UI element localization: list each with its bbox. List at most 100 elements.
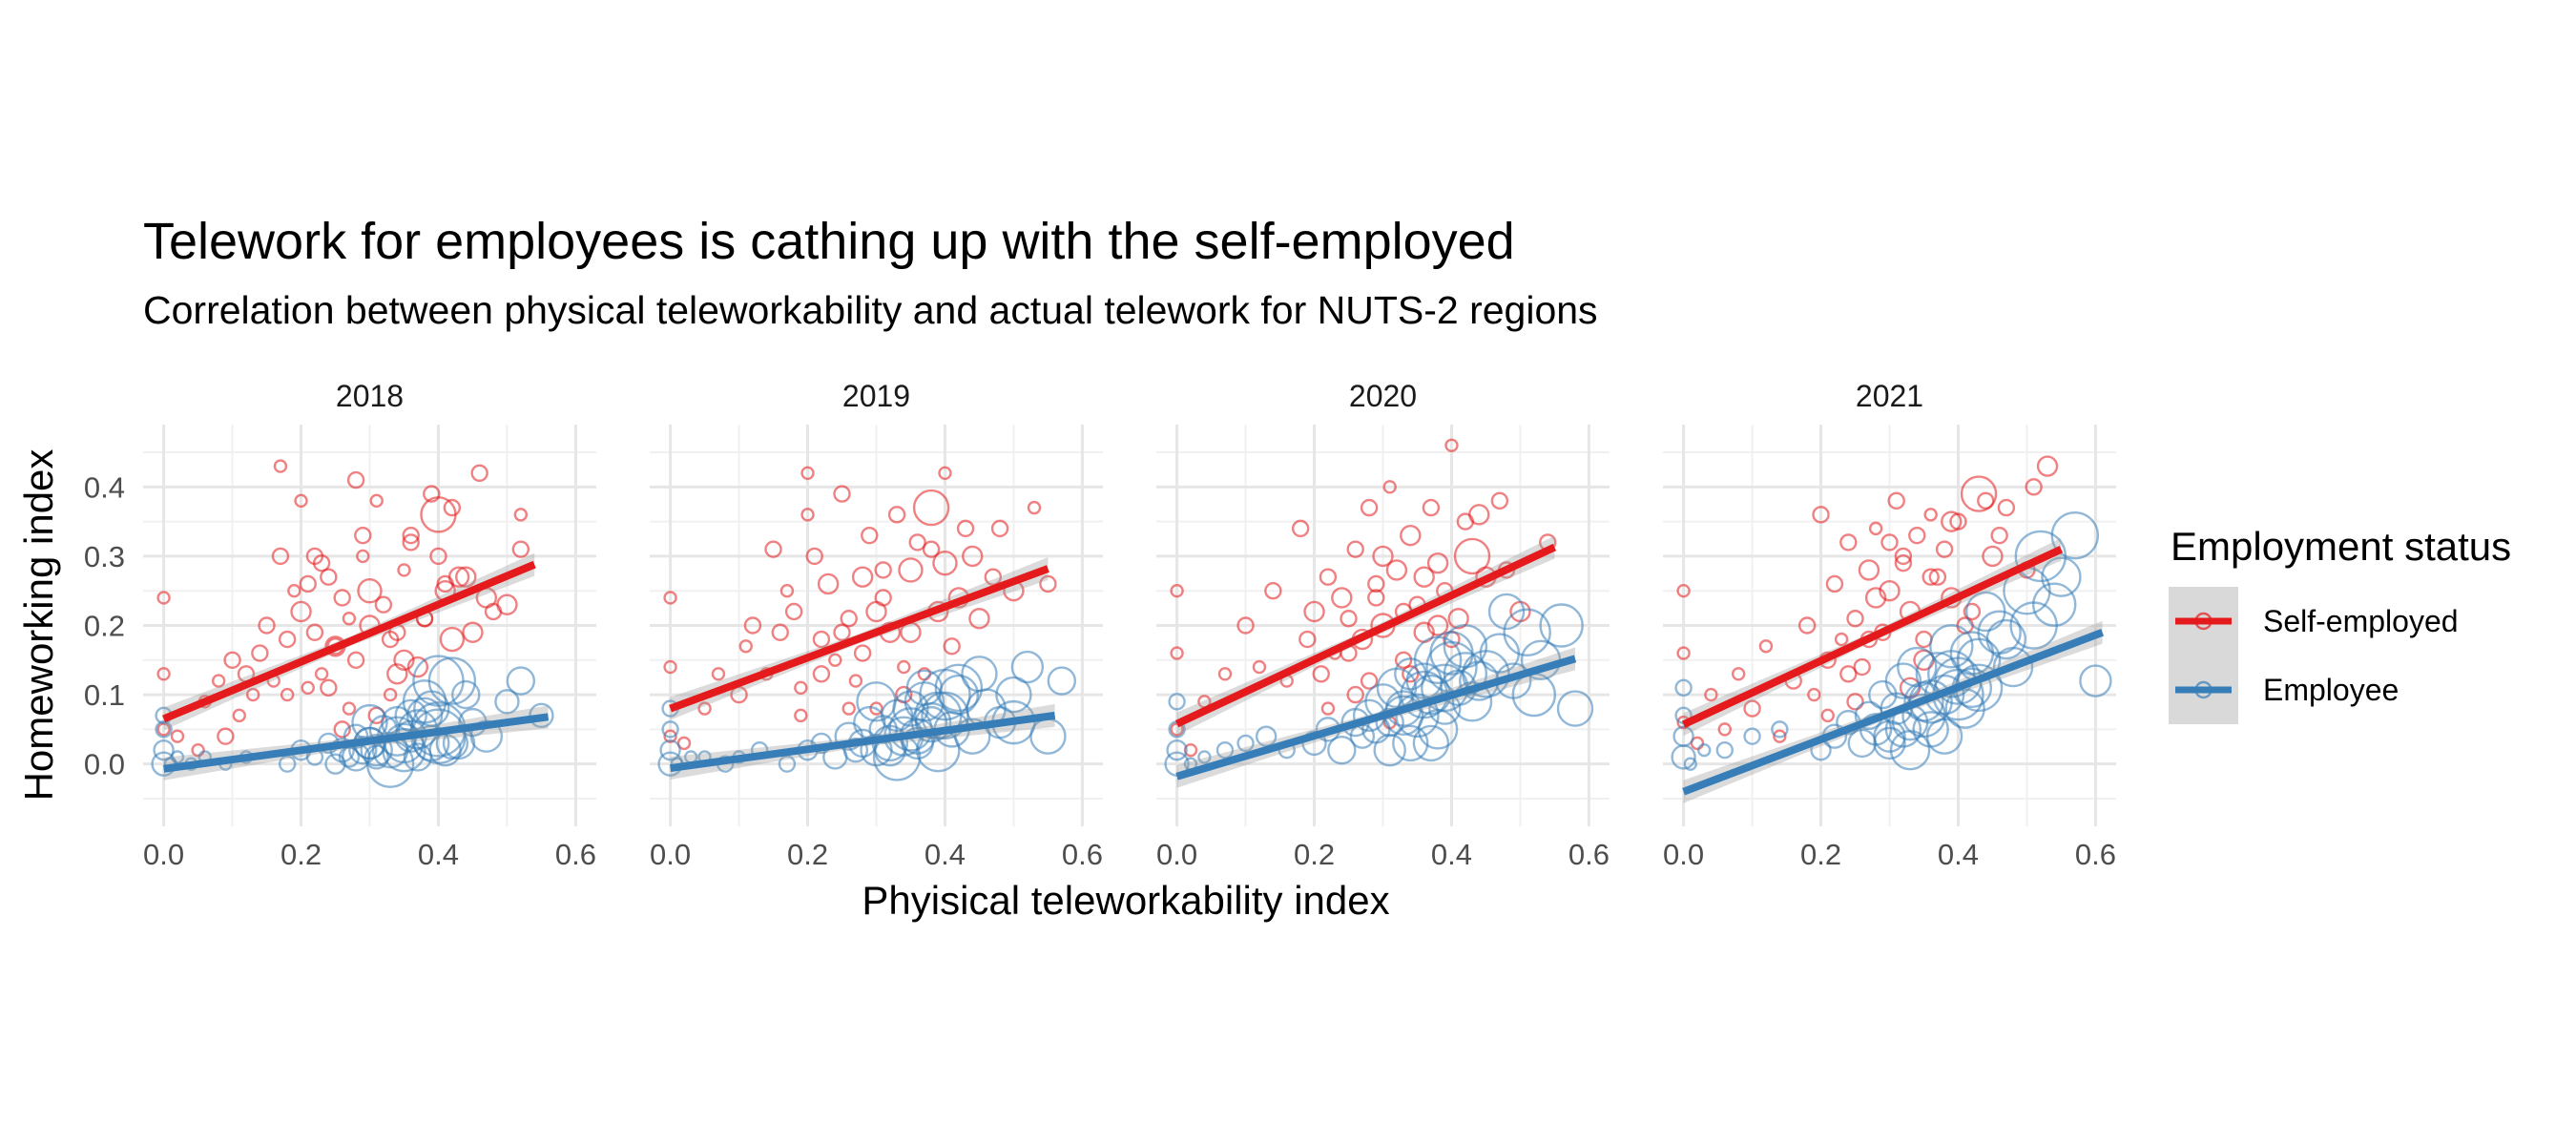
data-point	[1444, 438, 1459, 452]
data-point	[1923, 508, 1938, 522]
data-point	[369, 493, 384, 509]
data-point	[661, 720, 679, 739]
data-point	[1771, 720, 1789, 739]
data-point	[1977, 491, 1995, 510]
points-self-employed	[156, 459, 530, 758]
data-point	[1400, 524, 1422, 547]
data-point	[1985, 618, 2027, 660]
data-point	[874, 561, 892, 579]
data-point	[1963, 602, 1982, 621]
data-point	[1731, 667, 1746, 681]
data-point	[1327, 735, 1357, 765]
data-point	[968, 608, 990, 630]
data-point	[346, 651, 365, 669]
legend-title: Employment status	[2171, 524, 2511, 569]
data-point	[374, 595, 393, 614]
points-employee	[1671, 510, 2112, 771]
data-point	[2079, 664, 2112, 697]
data-point	[394, 698, 427, 733]
data-point	[1010, 650, 1045, 684]
x-tick-label: 0.6	[555, 838, 596, 871]
data-point	[1834, 632, 1849, 647]
x-tick-label: 0.0	[143, 838, 184, 871]
regression-line	[1681, 546, 2064, 728]
facet-label-2020: 2020	[1349, 379, 1417, 413]
data-point	[383, 687, 398, 702]
data-point	[1773, 729, 1787, 743]
data-point	[897, 659, 911, 675]
data-point	[1846, 610, 1864, 628]
data-point	[1990, 526, 2008, 545]
data-point	[743, 616, 762, 635]
data-point	[333, 720, 351, 739]
data-point	[898, 557, 924, 583]
data-point	[1915, 630, 1933, 649]
data-point	[271, 547, 290, 566]
data-point	[848, 674, 863, 688]
data-point	[1402, 665, 1420, 683]
data-point	[393, 649, 415, 671]
x-tick-label: 0.6	[1568, 838, 1610, 871]
data-point	[938, 674, 980, 716]
legend: Employment status Self-employed Employee	[2169, 524, 2511, 724]
chart-subtitle: Correlation between physical teleworkabi…	[143, 288, 1598, 332]
data-point	[663, 659, 677, 675]
data-point	[1820, 708, 1835, 723]
data-point	[191, 742, 205, 758]
facet-panels: 2018 0.0 0.2 0.4 0.6 0.0 0.1 0.2 0.3 0.4 2019 0.0 0.…	[84, 379, 2116, 871]
data-point	[1373, 733, 1406, 767]
data-point	[1864, 587, 1887, 609]
data-point	[155, 720, 173, 739]
facet-label-2018: 2018	[336, 379, 404, 413]
data-point	[1298, 630, 1317, 649]
facet-label-2021: 2021	[1856, 379, 1923, 413]
chart-title: Telework for employees is cathing up wit…	[143, 213, 1515, 270]
data-point	[1367, 589, 1385, 607]
data-point	[1879, 580, 1901, 602]
data-point	[280, 687, 295, 702]
data-point	[1960, 475, 1998, 512]
data-point	[1451, 681, 1493, 722]
data-point	[1426, 552, 1449, 574]
data-point	[1215, 740, 1235, 760]
data-point	[1929, 624, 1974, 669]
data-point	[423, 485, 441, 503]
data-point	[1047, 666, 1077, 696]
data-point	[1704, 687, 1718, 702]
data-point	[2036, 455, 2059, 477]
data-point	[1320, 701, 1336, 716]
data-point	[1453, 537, 1491, 575]
data-point	[223, 651, 241, 669]
data-point	[1894, 553, 1913, 572]
data-point	[1392, 724, 1429, 762]
data-point	[1674, 678, 1693, 697]
data-point	[455, 566, 477, 588]
data-point	[794, 680, 808, 696]
data-point	[2025, 478, 2043, 496]
data-point	[217, 727, 235, 745]
data-point	[402, 526, 420, 545]
data-point	[314, 667, 329, 681]
data-point	[1743, 699, 1761, 718]
y-tick-label: 0.0	[84, 748, 125, 781]
data-point	[496, 593, 518, 615]
data-point	[697, 701, 712, 716]
data-point	[402, 533, 420, 552]
data-point	[511, 540, 530, 558]
legend-point-key	[2194, 612, 2212, 631]
data-point	[1166, 739, 1188, 761]
data-point	[1252, 659, 1267, 675]
data-point	[1925, 718, 1963, 755]
data-point	[1880, 533, 1899, 552]
data-point	[2009, 601, 2058, 650]
data-point	[1927, 650, 1976, 698]
data-point	[1858, 559, 1880, 581]
x-tick-label: 0.0	[1663, 838, 1704, 871]
x-tick-label: 0.2	[787, 838, 828, 871]
facet-panel-2018: 2018 0.0 0.2 0.4 0.6 0.0 0.1 0.2 0.3 0.4	[84, 379, 596, 871]
legend-label-self-employed: Self-employed	[2263, 604, 2459, 638]
data-point	[1490, 491, 1509, 510]
data-point	[1935, 540, 1954, 558]
data-point	[1360, 498, 1379, 517]
regression-line	[162, 560, 536, 723]
